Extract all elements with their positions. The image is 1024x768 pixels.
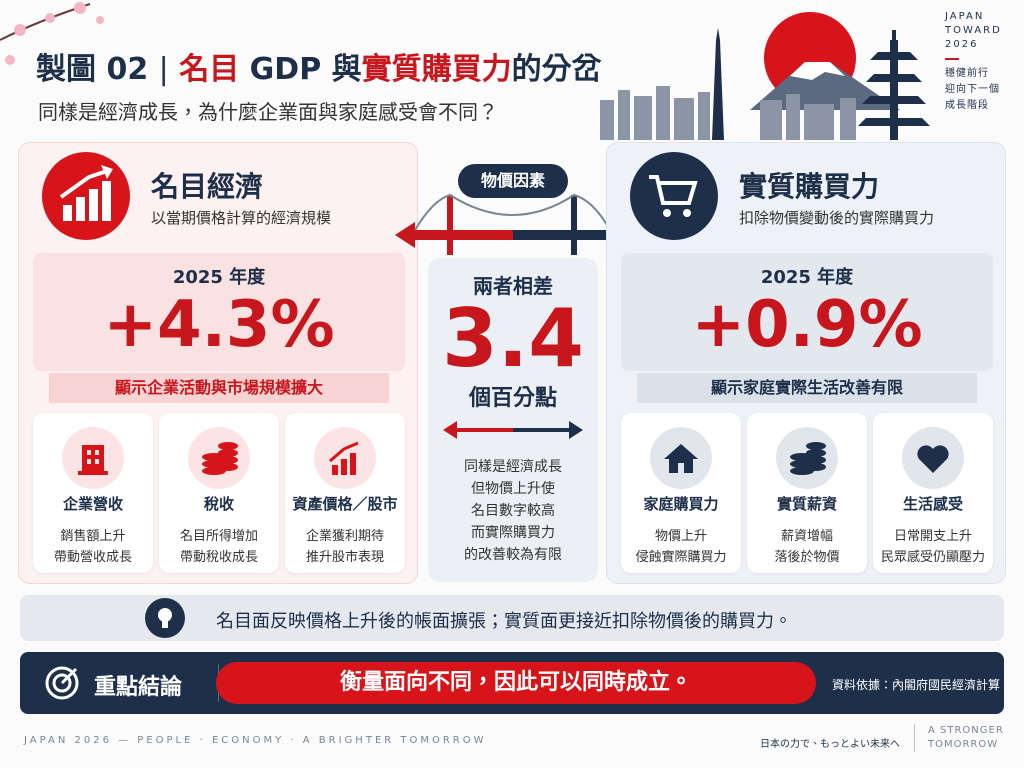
real-panel: 實質購買力 扣除物價變動後的實際購買力 2025 年度 +0.9% 顯示家庭實際… bbox=[606, 142, 1006, 584]
gap-value: 3.4 bbox=[442, 292, 584, 385]
tagline-line: 穩健前行 bbox=[945, 68, 989, 79]
badge: 物價因素 bbox=[458, 164, 568, 198]
panel-title: 名目經濟 bbox=[151, 170, 264, 203]
note: 顯示企業活動與市場規模擴大 bbox=[49, 373, 389, 403]
conclusion-label: 重點結論 bbox=[94, 675, 183, 700]
gap-text: 同樣是經濟成長 但物價上升使 名目數字較高 而實際購買力 的改善較為有限 bbox=[428, 456, 598, 566]
source: 資料依據：內閣府國民經濟計算 bbox=[832, 678, 1001, 692]
item-icon bbox=[188, 427, 250, 489]
sakura-decoration bbox=[0, 2, 104, 65]
value-box: 2025 年度 +4.3% bbox=[33, 253, 405, 371]
panel-subtitle: 以當期價格計算的經濟規模 bbox=[151, 209, 332, 227]
gap-unit: 個百分點 bbox=[468, 386, 557, 411]
footer-en-line: A STRONGER bbox=[928, 725, 1004, 736]
bulb-icon bbox=[145, 598, 185, 638]
year: 2025 年度 bbox=[760, 267, 854, 288]
panel-subtitle: 扣除物價變動後的實際購買力 bbox=[739, 209, 935, 227]
growth-icon bbox=[42, 152, 130, 240]
target-icon bbox=[45, 666, 79, 700]
brand-rule bbox=[945, 58, 959, 60]
gap-text-line: 而實際購買力 bbox=[471, 525, 555, 541]
gap-label: 兩者相差 bbox=[473, 274, 553, 298]
item-title: 家庭購買力 bbox=[643, 495, 719, 513]
item-title: 實質薪資 bbox=[776, 495, 837, 513]
title-part: 實質購買力 bbox=[361, 52, 512, 87]
skyline-illustration bbox=[600, 12, 930, 140]
item-icon bbox=[902, 427, 964, 489]
tagline: 穩健前行 迎向下一個 成長階段 bbox=[945, 66, 1002, 114]
item-card: 實質薪資 薪資增幅 落後於物價 bbox=[747, 413, 867, 573]
item-title: 稅收 bbox=[203, 495, 234, 513]
item-icon bbox=[650, 427, 712, 489]
footer-jp: 日本の力で、もっとよい未来へ bbox=[760, 739, 900, 750]
nominal-panel: 名目經濟 以當期價格計算的經濟規模 2025 年度 +4.3% 顯示企業活動與市… bbox=[18, 142, 418, 584]
brand: JAPAN TOWARD 2026 穩健前行 迎向下一個 成長階段 bbox=[945, 10, 1002, 114]
item-line: 帶動營收成長 bbox=[53, 550, 132, 565]
value-box: 2025 年度 +0.9% bbox=[621, 253, 993, 371]
item-line: 名目所得增加 bbox=[179, 529, 258, 544]
item-line: 侵蝕實際購買力 bbox=[635, 550, 727, 565]
tagline-line: 迎向下一個 bbox=[945, 84, 1000, 95]
brand-line: 2026 bbox=[945, 39, 979, 50]
title-part: | bbox=[158, 52, 169, 87]
conclusion-text: 衡量面向不同，因此可以同時成立。 bbox=[216, 662, 816, 704]
year: 2025 年度 bbox=[172, 267, 266, 288]
footer-divider bbox=[914, 724, 915, 752]
title-part: 的分岔 bbox=[511, 52, 602, 87]
conclusion-bar: 重點結論 衡量面向不同，因此可以同時成立。 資料依據：內閣府國民經濟計算 bbox=[20, 652, 1004, 714]
brand-line: JAPAN bbox=[945, 11, 985, 22]
gap-panel: 兩者相差 3.4 個百分點 同樣是經濟成長 但物價上升使 名目數字較高 而實際購… bbox=[428, 258, 598, 582]
title-part: 製圖 02 bbox=[36, 52, 149, 87]
item-card: 企業營收 銷售額上升 帶動營收成長 bbox=[33, 413, 153, 573]
item-line: 推升股市表現 bbox=[305, 550, 384, 565]
item-card: 家庭購買力 物價上升 侵蝕實際購買力 bbox=[621, 413, 741, 573]
footer-en-line: TOMORROW bbox=[928, 739, 999, 750]
item-line: 企業獲利期待 bbox=[305, 529, 384, 544]
growth-value: +4.3% bbox=[103, 288, 335, 362]
growth-value: +0.9% bbox=[691, 288, 923, 362]
gap-text-line: 名目數字較高 bbox=[471, 503, 555, 519]
item-title: 生活感受 bbox=[902, 495, 963, 513]
item-icon bbox=[314, 427, 376, 489]
item-card: 資產價格／股市 企業獲利期待 推升股市表現 bbox=[285, 413, 405, 573]
title-part: GDP 與 bbox=[249, 52, 362, 87]
insight-text: 名目面反映價格上升後的帳面擴張；實質面更接近扣除物價後的購買力。 bbox=[216, 611, 792, 632]
item-line: 日常開支上升 bbox=[893, 529, 972, 544]
title-part: 名目 bbox=[179, 52, 240, 87]
gap-text-line: 但物價上升使 bbox=[471, 481, 555, 497]
item-title: 企業營收 bbox=[62, 495, 123, 513]
footer-left: JAPAN 2026 — PEOPLE · ECONOMY · A BRIGHT… bbox=[24, 735, 487, 746]
item-line: 物價上升 bbox=[654, 529, 707, 544]
footer-right: A STRONGER TOMORROW bbox=[928, 724, 1004, 752]
item-card: 生活感受 日常開支上升 民眾感受仍顯壓力 bbox=[873, 413, 993, 573]
item-icon bbox=[62, 427, 124, 489]
title: 製圖 02 | 名目 GDP 與實質購買力的分岔 bbox=[36, 44, 602, 88]
insight-bar: 名目面反映價格上升後的帳面擴張；實質面更接近扣除物價後的購買力。 bbox=[20, 595, 1004, 641]
item-line: 落後於物價 bbox=[774, 550, 840, 565]
item-line: 銷售額上升 bbox=[60, 529, 126, 544]
gap-text-line: 同樣是經濟成長 bbox=[464, 459, 562, 475]
brand-line: TOWARD bbox=[945, 25, 1002, 36]
panel-title: 實質購買力 bbox=[739, 170, 880, 203]
gap-text-line: 的改善較為有限 bbox=[464, 547, 562, 563]
cart-icon bbox=[630, 152, 718, 240]
item-line: 薪資增幅 bbox=[780, 529, 833, 544]
item-icon bbox=[776, 427, 838, 489]
item-card: 稅收 名目所得增加 帶動稅收成長 bbox=[159, 413, 279, 573]
item-title: 資產價格／股市 bbox=[292, 495, 398, 513]
subtitle: 同樣是經濟成長，為什麼企業面與家庭感受會不同？ bbox=[38, 100, 498, 124]
gap-arrow bbox=[443, 421, 583, 439]
item-line: 帶動稅收成長 bbox=[179, 550, 258, 565]
note: 顯示家庭實際生活改善有限 bbox=[637, 373, 977, 403]
tagline-line: 成長階段 bbox=[945, 100, 989, 111]
item-line: 民眾感受仍顯壓力 bbox=[880, 550, 985, 565]
